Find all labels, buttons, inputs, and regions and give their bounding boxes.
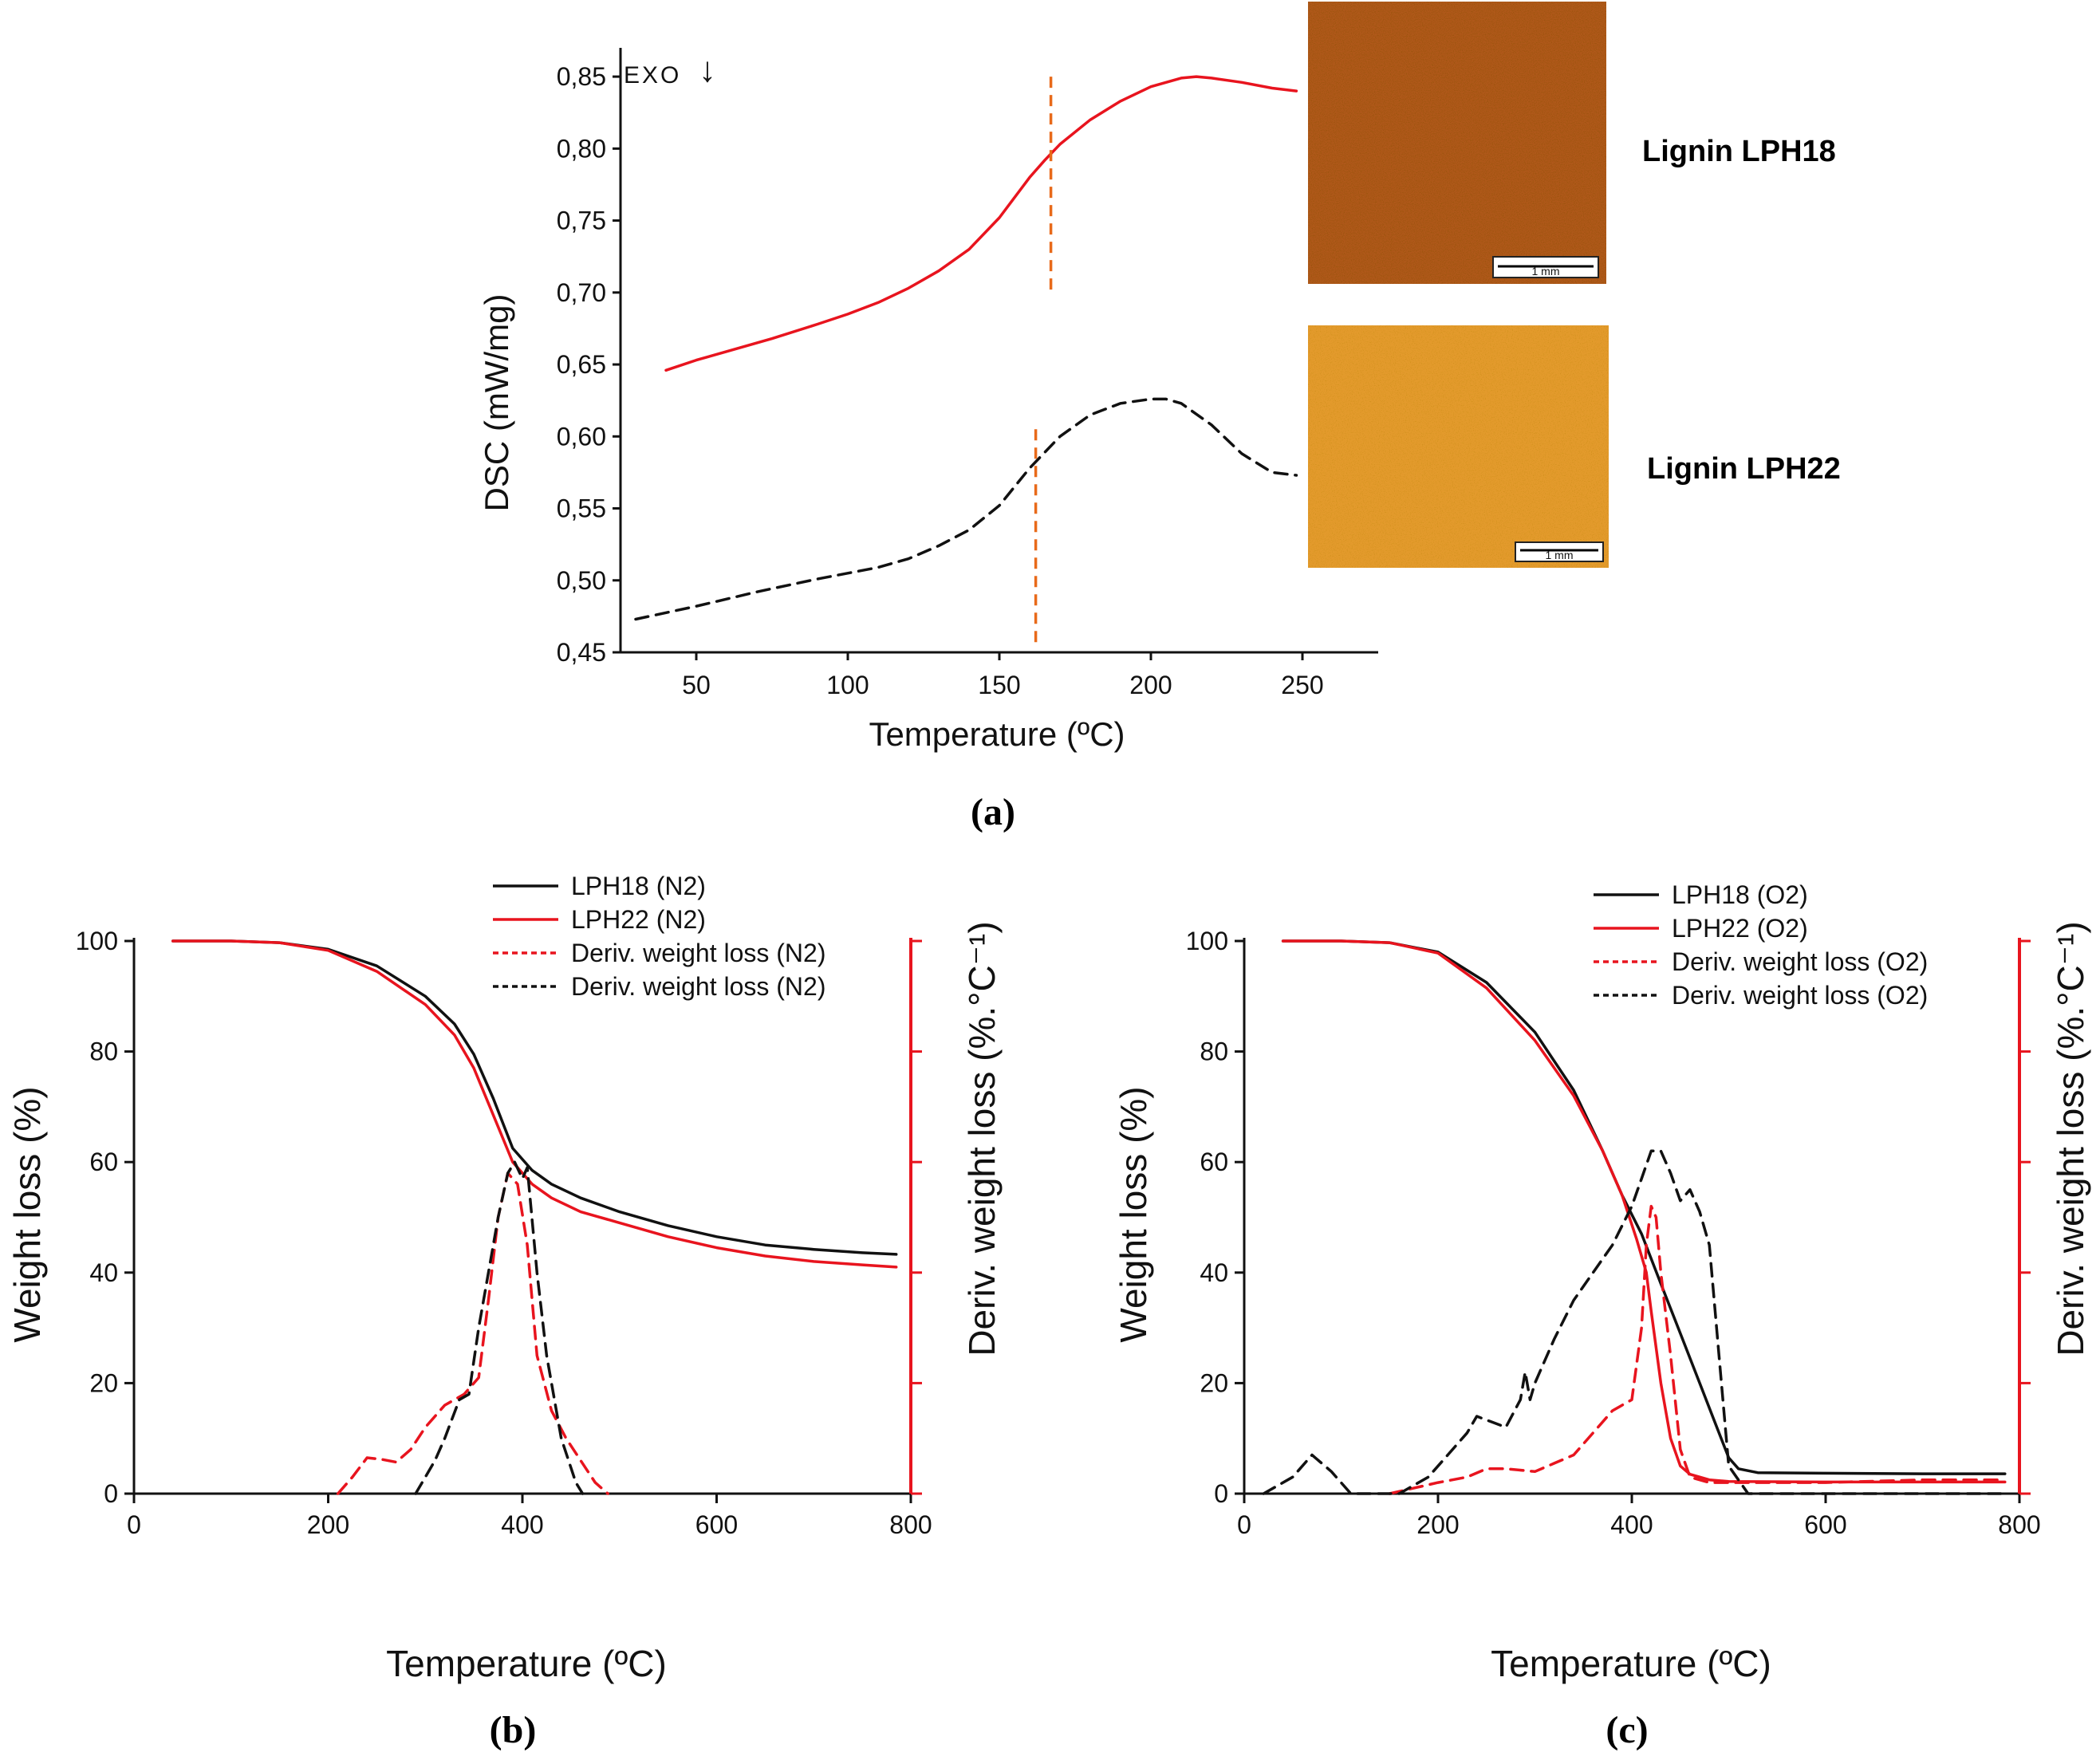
series-line-1 [634,397,1298,621]
panel-c-y-axis-label: Weight loss (%) [1113,1086,1154,1342]
c-y-tick-label: 100 [1186,927,1228,955]
panel-c-legend: LPH18 (O2) LPH22 (O2) Deriv. weight loss (… [1594,880,1928,1010]
panel-a-x-axis-label: Temperature (ºC) [869,715,1125,753]
panel-a-y-tick-label: 0,55 [557,494,606,523]
series-line-2 [1388,1204,2007,1495]
panel-b-y-axis-label: Weight loss (%) [6,1086,48,1342]
micrograph-lph22-scale-bar: 1 mm [1546,549,1574,561]
c-x-tick-label: 200 [1416,1510,1459,1539]
panel-c-tga-o2: 0 200 400 600 800 0 20 40 60 80 100 LPH18 (O2) LPH2… [1113,880,2091,1751]
panel-a-x-tick-label: 100 [826,671,869,699]
panel-a-y-tick-label: 0,50 [557,566,606,595]
panel-b-x-axis-label: Temperature (ºC) [386,1643,667,1684]
panel-c-series [1262,939,2007,1495]
panel-a-y-tick-label: 0,45 [557,638,606,667]
panel-b-series [171,939,898,1495]
micrograph-lph22: 1 mm [1308,325,1609,568]
series-line-0 [664,75,1298,372]
series-line-0 [171,939,898,1256]
c-y-tick-label: 20 [1200,1368,1228,1397]
panel-c-ticks: 0 200 400 600 800 0 20 40 60 80 100 [1186,927,2041,1539]
c-y-tick-label: 40 [1200,1258,1228,1287]
panel-a-caption: (a) [971,791,1015,833]
c-y-tick-label: 0 [1214,1479,1228,1508]
b-y-tick-label: 20 [89,1368,118,1397]
panel-a-x-tick-label: 50 [682,671,711,699]
micrograph-lph22-label: Lignin LPH22 [1647,452,1841,486]
panel-a-exo-arrow: ↓ [699,50,716,89]
panel-a-ticks: 50 100 150 200 250 0,45 0,50 0,55 0,60 0,65 0,70 0,… [557,62,1324,699]
panel-a-x-tick-label: 250 [1281,671,1323,699]
b-x-tick-label: 0 [127,1510,141,1539]
panel-a-x-tick-label: 150 [978,671,1020,699]
series-line-0 [1281,939,2007,1475]
c-legend-label: LPH18 (O2) [1672,880,1808,909]
panel-a-y-tick-label: 0,60 [557,422,606,451]
c-y-tick-label: 80 [1200,1037,1228,1066]
panel-b-legend: LPH18 (N2) LPH22 (N2) Deriv. weight loss (… [493,872,825,1001]
c-legend-label: Deriv. weight loss (O2) [1672,947,1928,976]
b-legend-label: LPH18 (N2) [571,872,706,900]
b-legend-label: Deriv. weight loss (N2) [571,939,825,967]
panel-a-exo-label: EXO [624,62,681,89]
c-x-tick-label: 800 [1998,1510,2040,1539]
b-y-tick-label: 100 [76,927,118,955]
series-line-1 [1281,939,2007,1484]
series-line-3 [1262,1149,2007,1495]
b-x-tick-label: 600 [695,1510,738,1539]
c-legend-label: Deriv. weight loss (O2) [1672,981,1928,1010]
panel-c-caption: (c) [1606,1709,1648,1751]
panel-a-series [634,75,1298,621]
panel-a-y-tick-label: 0,80 [557,134,606,163]
panel-a-x-tick-label: 200 [1129,671,1172,699]
micrograph-lph18-scale-bar: 1 mm [1532,265,1560,278]
panel-b-y2-axis-label: Deriv. weight loss (%.°C⁻¹) [961,921,1003,1356]
c-x-tick-label: 400 [1610,1510,1653,1539]
b-y-tick-label: 0 [104,1479,118,1508]
panel-a-dsc: 50 100 150 200 250 0,45 0,50 0,55 0,60 0,65 0,70 0,… [478,2,1841,833]
b-y-tick-label: 40 [89,1258,118,1287]
c-x-tick-label: 600 [1804,1510,1846,1539]
b-y-tick-label: 80 [89,1037,118,1066]
series-line-2 [336,1171,609,1495]
panel-a-y-axis-label: DSC (mW/mg) [478,294,515,512]
panel-b-ticks: 0 200 400 600 800 0 20 40 60 80 100 [76,927,932,1539]
c-x-tick-label: 0 [1237,1510,1251,1539]
b-legend-label: Deriv. weight loss (N2) [571,972,825,1001]
panel-a-y-tick-label: 0,75 [557,207,606,235]
panel-c-y2-axis-label: Deriv. weight loss (%.°C⁻¹) [2050,921,2091,1356]
b-x-tick-label: 800 [889,1510,932,1539]
panel-a-y-tick-label: 0,65 [557,350,606,379]
micrograph-lph18-label: Lignin LPH18 [1642,135,1836,168]
series-line-1 [171,939,898,1269]
b-legend-label: LPH22 (N2) [571,905,706,934]
b-x-tick-label: 200 [307,1510,349,1539]
panel-a-y-tick-label: 0,70 [557,278,606,307]
b-x-tick-label: 400 [501,1510,543,1539]
panel-b-tga-n2: 0 200 400 600 800 0 20 40 60 80 100 LPH18 (N2) LPH2… [6,872,1003,1751]
micrograph-lph18: 1 mm [1308,2,1606,284]
series-line-3 [414,1160,585,1495]
panel-c-x-axis-label: Temperature (ºC) [1491,1643,1771,1684]
panel-b-caption: (b) [490,1709,537,1751]
b-y-tick-label: 60 [89,1148,118,1176]
c-legend-label: LPH22 (O2) [1672,914,1808,943]
panel-a-y-tick-label: 0,85 [557,62,606,91]
c-y-tick-label: 60 [1200,1148,1228,1176]
